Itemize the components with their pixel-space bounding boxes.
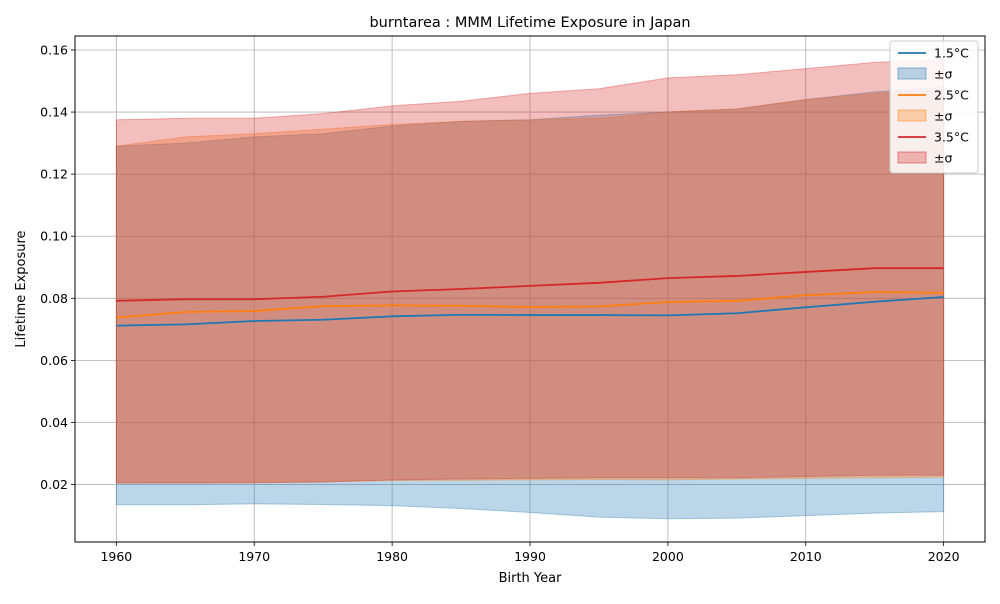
legend-label: 2.5°C — [934, 88, 969, 103]
legend-box — [889, 40, 979, 174]
y-tick-label: 0.02 — [40, 477, 68, 492]
error-bands — [115, 58, 945, 520]
legend-label: 3.5°C — [934, 130, 969, 145]
legend-label: ±σ — [934, 67, 952, 82]
x-axis-ticks: 1960 1970 1980 1990 2000 2010 2020 — [100, 542, 960, 564]
series-lines — [116, 267, 944, 327]
x-tick-label: 2020 — [928, 549, 960, 564]
x-tick-label: 1960 — [100, 549, 132, 564]
x-tick-label: 2010 — [790, 549, 822, 564]
band-1.5°C — [115, 86, 945, 520]
chart-title: burntarea : MMM Lifetime Exposure in Jap… — [369, 15, 690, 31]
x-tick-label: 1990 — [514, 549, 546, 564]
x-tick-label: 2000 — [652, 549, 684, 564]
band-3.5°C — [115, 58, 945, 484]
x-axis-label: Birth Year — [499, 571, 563, 586]
legend-band-swatch — [897, 67, 927, 80]
legend-band-swatch — [897, 151, 927, 164]
line-1.5°C — [116, 296, 944, 327]
legend-label: 1.5°C — [934, 46, 969, 61]
legend-label: ±σ — [934, 151, 952, 166]
x-tick-label: 1980 — [376, 549, 408, 564]
y-tick-label: 0.10 — [40, 229, 68, 244]
y-tick-label: 0.12 — [40, 167, 68, 182]
y-tick-label: 0.04 — [40, 415, 68, 430]
legend-band-swatch — [897, 109, 927, 122]
legend: 1.5°C ±σ 2.5°C ±σ 3.5°C ±σ — [889, 40, 979, 174]
y-tick-label: 0.16 — [40, 42, 68, 57]
y-axis-label: Lifetime Exposure — [14, 230, 29, 347]
y-tick-label: 0.14 — [40, 105, 68, 120]
y-tick-label: 0.08 — [40, 291, 68, 306]
line-3.5°C — [116, 267, 944, 302]
line-2.5°C — [116, 291, 944, 319]
x-tick-label: 1970 — [238, 549, 270, 564]
y-axis-ticks: 0.02 0.04 0.06 0.08 0.10 0.12 0.14 0.16 — [40, 42, 75, 492]
y-tick-label: 0.06 — [40, 353, 68, 368]
grid — [75, 36, 985, 542]
legend-label: ±σ — [934, 109, 952, 124]
